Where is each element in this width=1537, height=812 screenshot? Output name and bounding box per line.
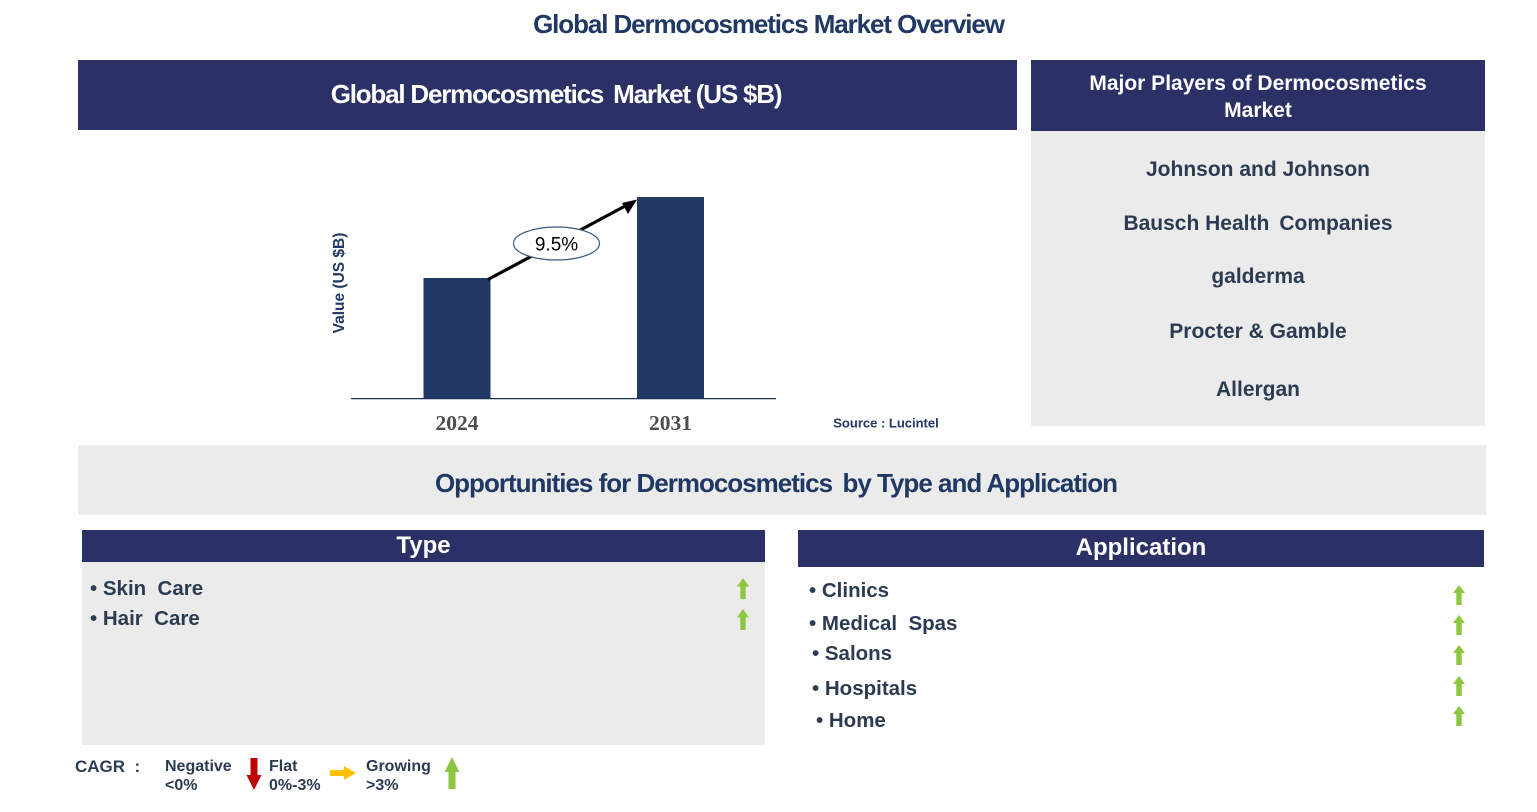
svg-text:Value (US $B): Value (US $B) bbox=[331, 233, 348, 334]
svg-text:2031: 2031 bbox=[649, 411, 692, 435]
svg-text:Source : Lucintel: Source : Lucintel bbox=[833, 416, 938, 431]
svg-text:2024: 2024 bbox=[436, 411, 479, 435]
svg-text:9.5%: 9.5% bbox=[535, 235, 578, 256]
